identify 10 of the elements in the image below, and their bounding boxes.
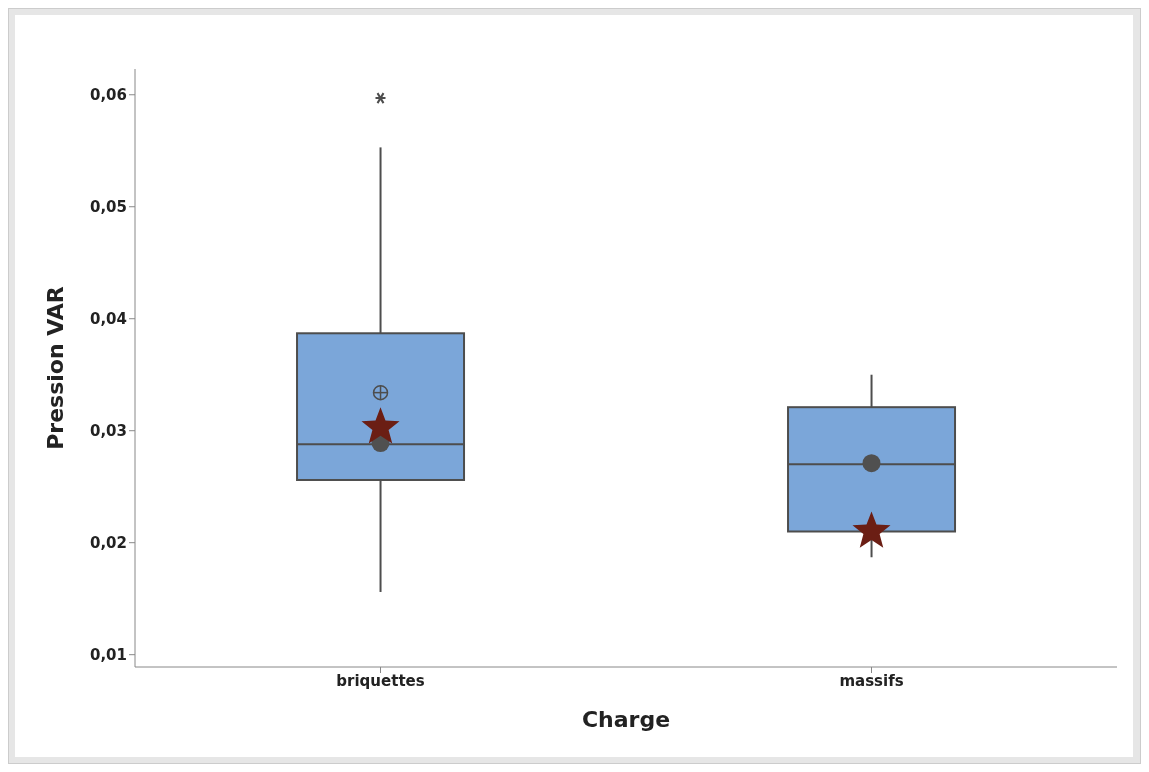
x-axis-title: Charge	[581, 707, 671, 732]
y-tick-label: 0,06	[89, 86, 127, 105]
y-tick-label: 0,04	[89, 310, 127, 329]
x-tick-label: briquettes	[336, 671, 425, 690]
y-tick-label: 0,03	[89, 422, 127, 441]
y-axis-title: Pression VAR	[42, 286, 68, 450]
y-tick-label: 0,01	[89, 646, 127, 665]
y-tick-label: 0,05	[89, 198, 127, 217]
x-tick-label: massifs	[839, 671, 904, 690]
y-tick-label: 0,02	[89, 534, 127, 553]
